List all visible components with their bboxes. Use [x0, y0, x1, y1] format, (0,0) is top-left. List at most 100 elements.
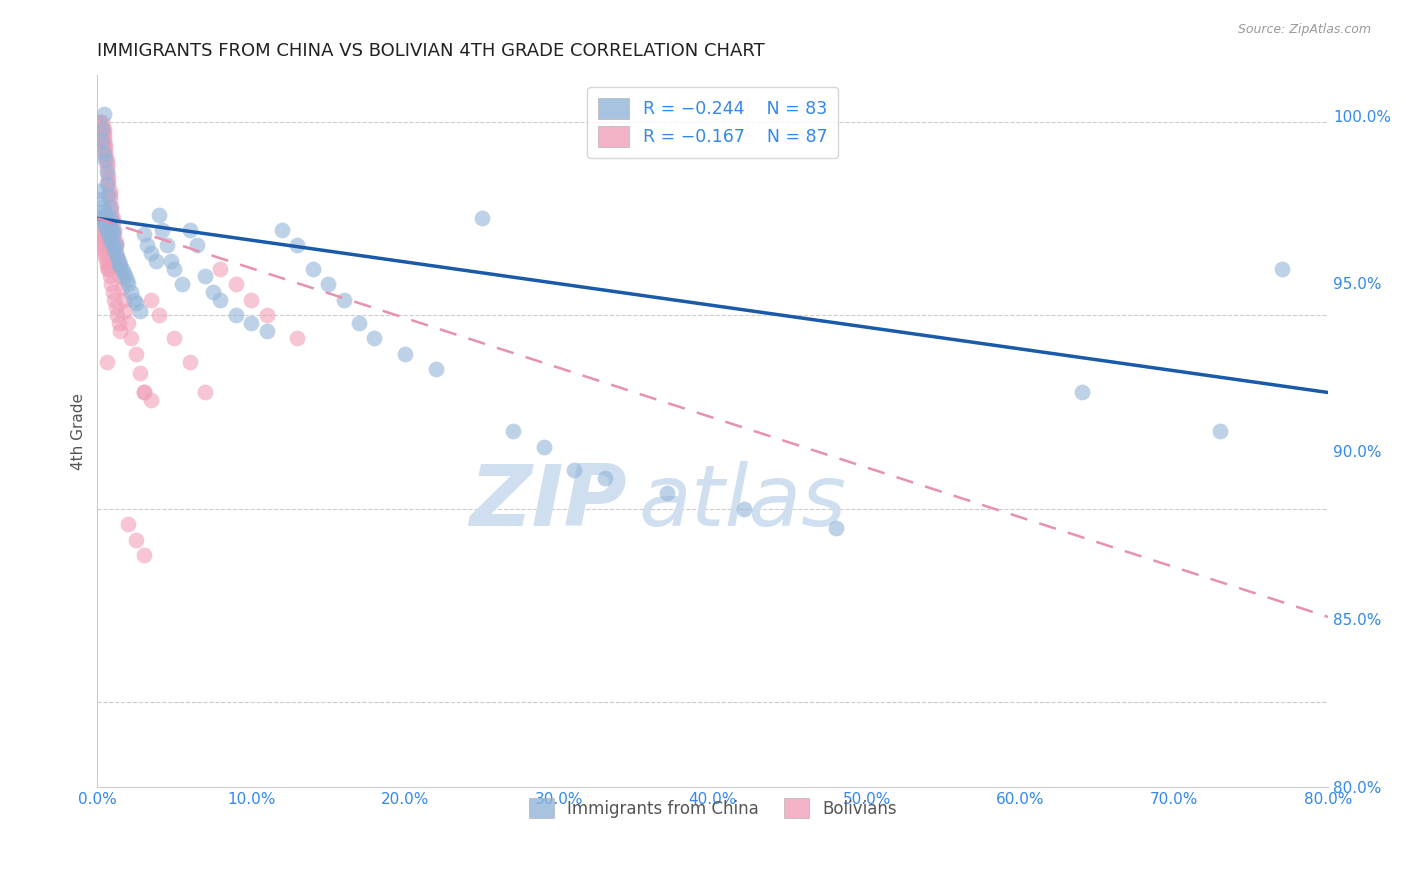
Point — [104, 238, 127, 252]
Point — [100, 211, 122, 226]
Point — [94, 207, 117, 221]
Point — [94, 145, 117, 160]
Point — [96, 165, 118, 179]
Point — [471, 211, 494, 226]
Point — [141, 293, 163, 307]
Point — [101, 223, 124, 237]
Point — [101, 215, 124, 229]
Point — [117, 277, 139, 292]
Point — [87, 119, 110, 133]
Legend: Immigrants from China, Bolivians: Immigrants from China, Bolivians — [522, 791, 904, 825]
Point — [593, 470, 616, 484]
Point — [179, 354, 201, 368]
Point — [103, 293, 125, 307]
Point — [110, 324, 132, 338]
Point — [94, 219, 117, 233]
Point — [125, 296, 148, 310]
Point — [103, 223, 125, 237]
Text: IMMIGRANTS FROM CHINA VS BOLIVIAN 4TH GRADE CORRELATION CHART: IMMIGRANTS FROM CHINA VS BOLIVIAN 4TH GR… — [97, 42, 765, 60]
Point — [93, 130, 115, 145]
Point — [93, 145, 115, 160]
Point — [91, 126, 114, 140]
Point — [562, 463, 585, 477]
Point — [100, 223, 122, 237]
Point — [240, 316, 263, 330]
Point — [125, 347, 148, 361]
Point — [160, 254, 183, 268]
Point — [117, 316, 139, 330]
Point — [301, 261, 323, 276]
Point — [89, 192, 111, 206]
Point — [108, 254, 131, 268]
Point — [110, 269, 132, 284]
Point — [96, 161, 118, 175]
Text: Source: ZipAtlas.com: Source: ZipAtlas.com — [1237, 23, 1371, 37]
Point — [98, 184, 121, 198]
Point — [129, 366, 152, 380]
Point — [108, 316, 131, 330]
Point — [91, 235, 114, 249]
Y-axis label: 4th Grade: 4th Grade — [72, 392, 86, 470]
Point — [347, 316, 370, 330]
Point — [129, 304, 152, 318]
Point — [1071, 385, 1094, 400]
Point — [101, 285, 124, 299]
Point — [91, 119, 114, 133]
Point — [111, 281, 134, 295]
Point — [93, 134, 115, 148]
Point — [105, 250, 128, 264]
Point — [98, 269, 121, 284]
Point — [824, 521, 846, 535]
Point — [124, 293, 146, 307]
Point — [101, 227, 124, 241]
Point — [98, 200, 121, 214]
Point — [93, 137, 115, 152]
Point — [145, 254, 167, 268]
Point — [104, 235, 127, 249]
Point — [114, 304, 136, 318]
Point — [425, 362, 447, 376]
Point — [97, 188, 120, 202]
Point — [108, 258, 131, 272]
Point — [394, 347, 416, 361]
Point — [117, 517, 139, 532]
Point — [91, 134, 114, 148]
Point — [89, 219, 111, 233]
Point — [209, 261, 232, 276]
Point — [100, 200, 122, 214]
Point — [98, 231, 121, 245]
Point — [91, 134, 114, 148]
Point — [96, 157, 118, 171]
Point — [132, 227, 155, 241]
Point — [89, 223, 111, 237]
Point — [114, 269, 136, 284]
Point — [132, 548, 155, 562]
Point — [98, 219, 121, 233]
Point — [87, 114, 110, 128]
Point — [163, 331, 186, 345]
Point — [141, 393, 163, 408]
Point — [120, 331, 142, 345]
Point — [209, 293, 232, 307]
Point — [97, 177, 120, 191]
Point — [96, 211, 118, 226]
Point — [105, 308, 128, 322]
Point — [733, 501, 755, 516]
Point — [148, 207, 170, 221]
Point — [97, 172, 120, 186]
Point — [285, 331, 308, 345]
Point — [104, 246, 127, 260]
Point — [655, 486, 678, 500]
Point — [194, 385, 217, 400]
Point — [100, 203, 122, 218]
Point — [91, 231, 114, 245]
Point — [94, 246, 117, 260]
Point — [100, 277, 122, 292]
Point — [93, 122, 115, 136]
Point — [89, 126, 111, 140]
Point — [112, 293, 135, 307]
Point — [91, 200, 114, 214]
Point — [89, 119, 111, 133]
Point — [97, 261, 120, 276]
Point — [96, 153, 118, 168]
